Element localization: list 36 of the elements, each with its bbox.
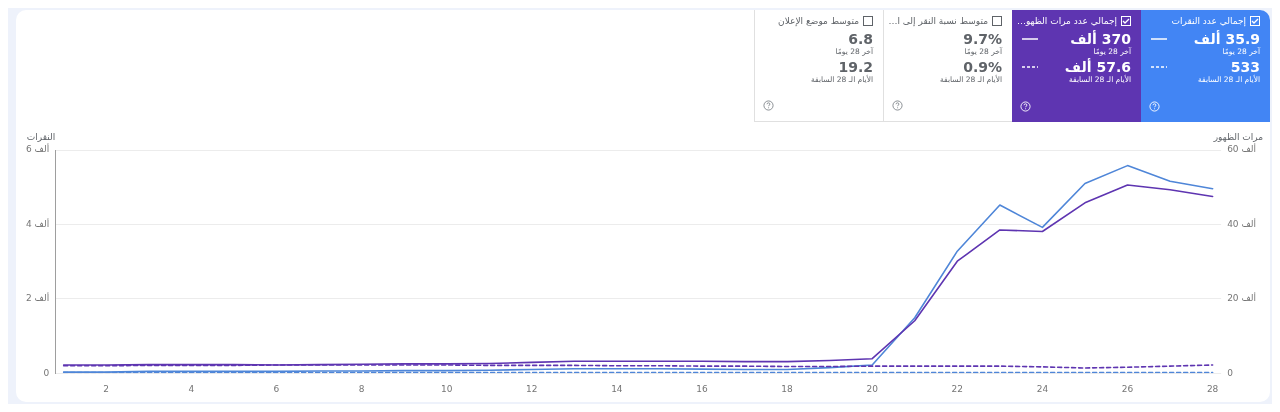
text: 533 (1230, 59, 1260, 75)
y-tick-label: 4 ألف (25, 217, 50, 229)
x-tick-label: 14 (611, 383, 623, 394)
y-axis-title: النقرات (26, 131, 56, 142)
x-tick-label: 18 (781, 383, 794, 394)
y2-tick-label: 60 ألف (1227, 143, 1257, 155)
text: إجمالي عدد النقرات (1171, 16, 1246, 26)
y2-axis-title: مرات الظهور (1212, 131, 1264, 142)
x-tick-label: 16 (696, 383, 708, 394)
x-tick-label: 26 (1121, 383, 1134, 394)
x-tick-label: 2 (103, 383, 110, 394)
x-tick-label: 10 (440, 383, 453, 394)
x-tick-label: 28 (1206, 383, 1219, 394)
y-tick-label: 2 ألف (25, 292, 50, 304)
text: 370 ألف (1070, 31, 1131, 47)
text: 6.8 (848, 31, 873, 47)
text: 9.7% (963, 31, 1002, 47)
text: متوسط نسبة النقر إلى ا… (888, 16, 988, 26)
y2-tick-label: 20 ألف (1227, 292, 1257, 304)
text: 19.2 (838, 59, 873, 75)
x-tick-label: 12 (526, 383, 538, 394)
x-tick-label: 8 (358, 383, 365, 394)
y-tick-label: 0 (43, 367, 50, 378)
text: 0.9% (963, 59, 1002, 75)
text: إجمالي عدد مرات الظهو… (1016, 16, 1117, 26)
x-tick-label: 24 (1036, 383, 1049, 394)
text: متوسط موضع الإعلان (778, 16, 859, 26)
y-tick-label: 6 ألف (25, 143, 50, 155)
x-tick-label: 6 (273, 383, 280, 394)
text: 57.6 ألف (1064, 59, 1131, 75)
x-tick-label: 20 (866, 383, 879, 394)
x-tick-label: 22 (951, 383, 964, 394)
y2-tick-label: 0 (1227, 367, 1234, 378)
text: 35.9 ألف (1193, 31, 1260, 47)
x-tick-label: 4 (188, 383, 195, 394)
y2-tick-label: 40 ألف (1227, 217, 1257, 229)
